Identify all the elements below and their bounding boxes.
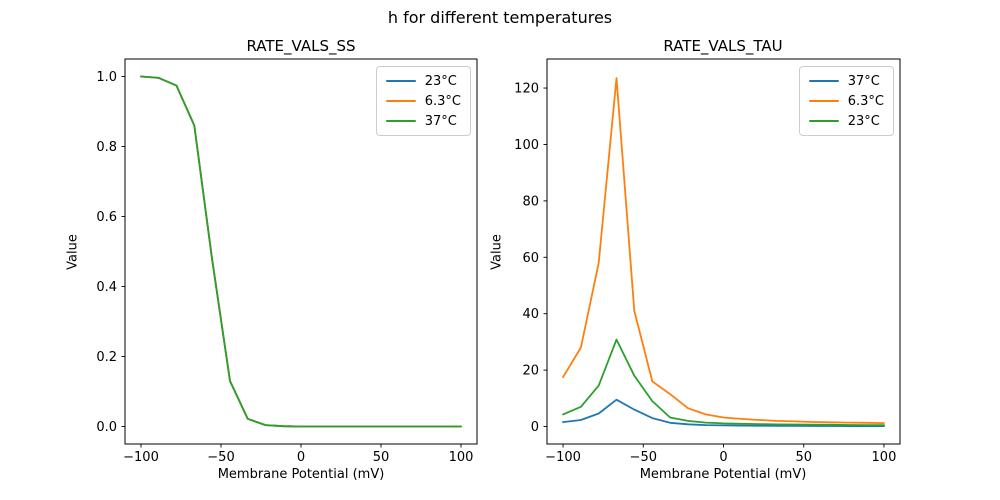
figure-title: h for different temperatures bbox=[387, 8, 613, 27]
legend-entry: 23°C bbox=[385, 71, 461, 91]
legend: 23°C 6.3°C 37°C bbox=[375, 66, 471, 136]
series-line-37C bbox=[562, 398, 885, 428]
y-tick-label: 0.0 bbox=[96, 420, 117, 435]
axes-frame bbox=[546, 58, 901, 445]
y-tick-label: 60 bbox=[522, 251, 539, 266]
x-tick-label: 100 bbox=[872, 450, 897, 465]
y-tick-label: 1.0 bbox=[96, 70, 117, 85]
legend-line-swatch bbox=[385, 80, 416, 82]
legend-label: 6.3°C bbox=[847, 93, 884, 109]
legend-entry: 6.3°C bbox=[385, 91, 461, 111]
x-tick-label: 0 bbox=[297, 450, 305, 465]
x-tick-label: 50 bbox=[373, 450, 390, 465]
legend-line-swatch bbox=[808, 120, 839, 122]
legend: 37°C 6.3°C 23°C bbox=[798, 66, 894, 136]
x-tick-label: −50 bbox=[207, 450, 234, 465]
x-tick-label: 50 bbox=[795, 450, 812, 465]
plot-title-ss: RATE_VALS_SS bbox=[246, 37, 356, 55]
legend-entry: 37°C bbox=[808, 71, 884, 91]
x-tick-label: −100 bbox=[123, 450, 159, 465]
series-line-23C bbox=[562, 338, 885, 427]
y-tick-label: 40 bbox=[522, 307, 539, 322]
legend-label: 6.3°C bbox=[424, 93, 461, 109]
legend-line-swatch bbox=[808, 100, 839, 102]
y-tick-label: 0.8 bbox=[96, 140, 117, 155]
y-tick-label: 100 bbox=[514, 138, 539, 153]
axes-frame bbox=[124, 58, 478, 445]
legend-line-swatch bbox=[385, 100, 416, 102]
legend-line-swatch bbox=[385, 120, 416, 122]
series-line-37C bbox=[140, 75, 462, 428]
x-tick-label: 100 bbox=[449, 450, 474, 465]
x-tick-label: 0 bbox=[719, 450, 727, 465]
x-tick-label: −50 bbox=[630, 450, 657, 465]
legend-entry: 23°C bbox=[808, 111, 884, 131]
y-tick-label: 0.6 bbox=[96, 210, 117, 225]
y-tick-label: 20 bbox=[522, 364, 539, 379]
x-axis-label-tau: Membrane Potential (mV) bbox=[639, 467, 807, 482]
y-tick-label: 80 bbox=[522, 194, 539, 209]
legend-entry: 37°C bbox=[385, 111, 461, 131]
legend-line-swatch bbox=[808, 80, 839, 82]
y-tick-label: 0 bbox=[531, 420, 539, 435]
legend-label: 37°C bbox=[847, 73, 880, 89]
y-tick-label: 0.4 bbox=[96, 280, 117, 295]
legend-label: 23°C bbox=[424, 73, 457, 89]
x-tick-label: −100 bbox=[545, 450, 581, 465]
legend-label: 37°C bbox=[424, 113, 457, 129]
x-axis-label-ss: Membrane Potential (mV) bbox=[217, 467, 385, 482]
plot-title-tau: RATE_VALS_TAU bbox=[663, 37, 783, 55]
y-tick-label: 120 bbox=[514, 82, 539, 97]
legend-label: 23°C bbox=[847, 113, 880, 129]
legend-entry: 6.3°C bbox=[808, 91, 884, 111]
y-tick-label: 0.2 bbox=[96, 350, 117, 365]
series-line-6.3C bbox=[562, 77, 885, 425]
